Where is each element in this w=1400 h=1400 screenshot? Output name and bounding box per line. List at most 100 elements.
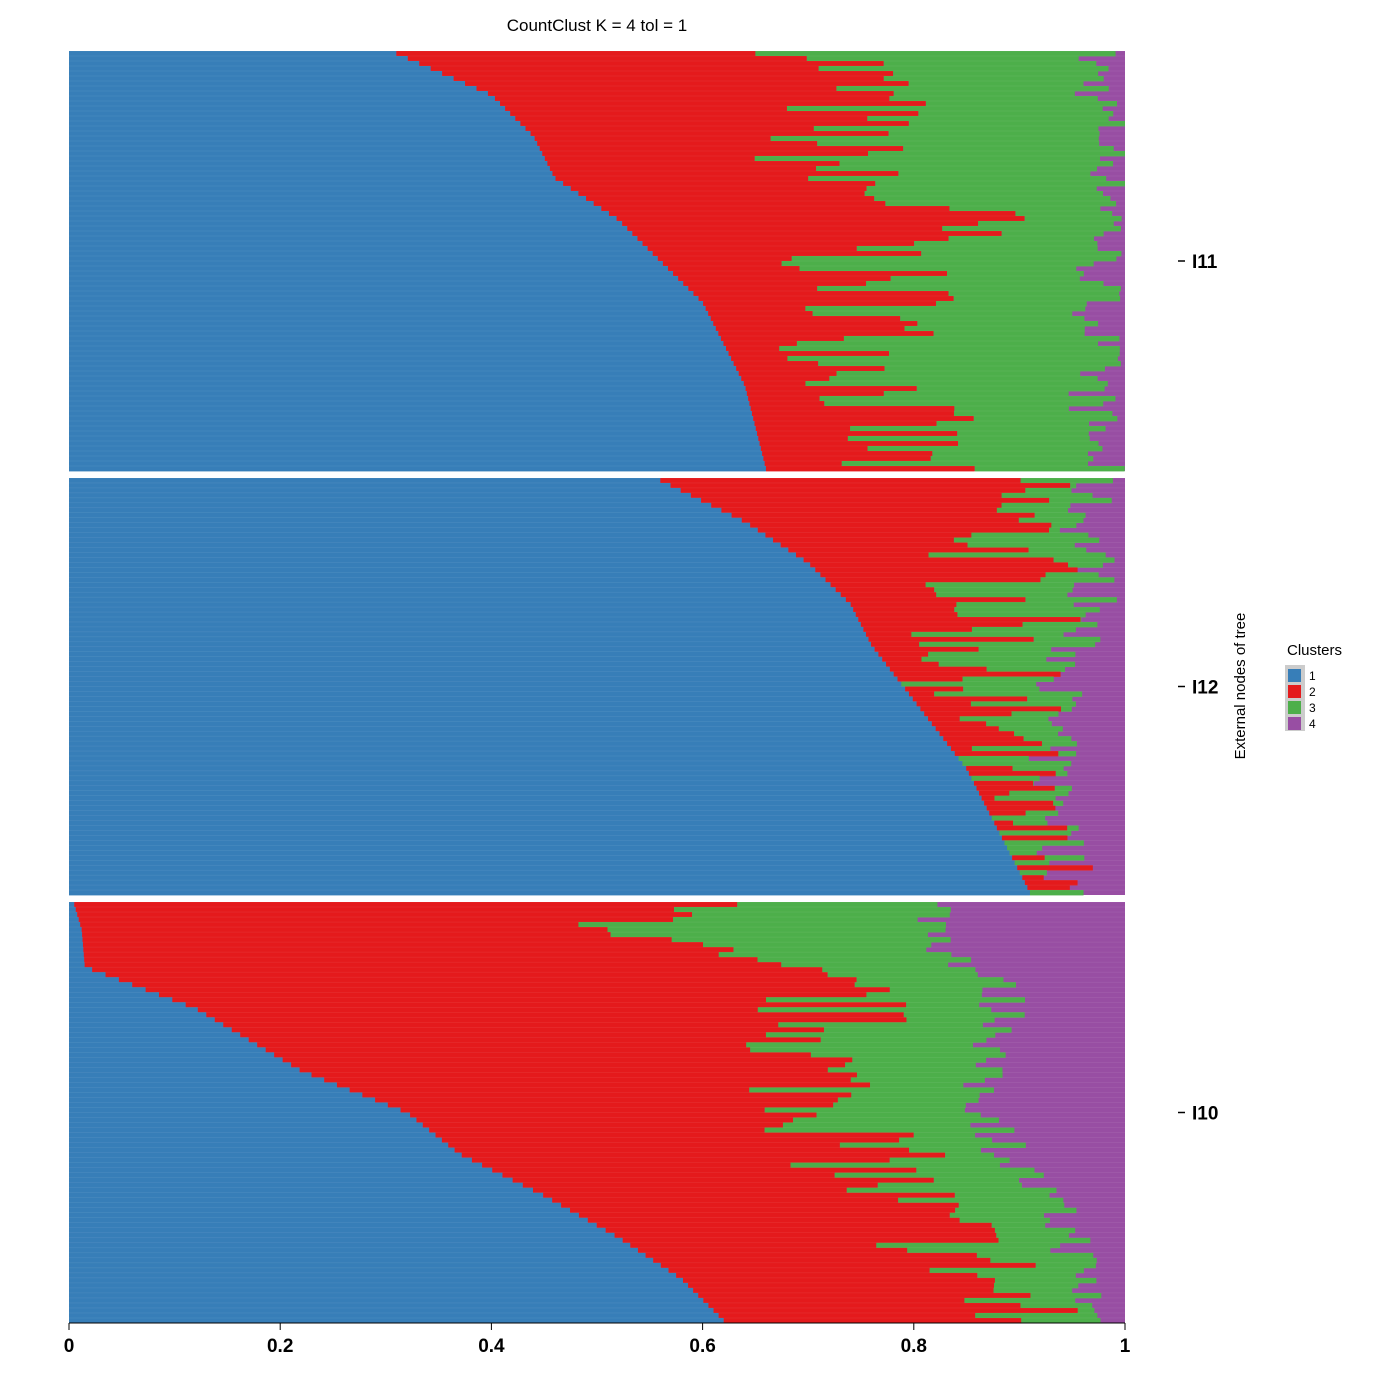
bar-segment-cluster-1: [69, 251, 653, 257]
bar-row: [69, 716, 1125, 722]
bar-segment-cluster-2: [510, 111, 919, 117]
x-tick-label: 0.4: [478, 1336, 505, 1357]
y-axis-label: External nodes of tree: [1232, 613, 1249, 760]
bar-segment-cluster-1: [69, 691, 909, 697]
bar-segment-cluster-3: [817, 286, 1121, 292]
bar-segment-cluster-1: [69, 982, 133, 988]
bar-segment-cluster-2: [324, 1077, 851, 1083]
bar-segment-cluster-2: [931, 721, 987, 727]
bar-segment-cluster-3: [970, 701, 1076, 707]
bar-segment-cluster-3: [703, 942, 932, 948]
bar-segment-cluster-3: [607, 927, 946, 933]
bar-segment-cluster-3: [837, 1097, 979, 1103]
bar-segment-cluster-3: [947, 271, 1084, 277]
bar-row: [69, 879, 1125, 886]
bar-segment-cluster-3: [953, 411, 1113, 417]
bar-row: [69, 991, 1125, 998]
bar-segment-cluster-2: [586, 196, 875, 202]
bar-segment-cluster-1: [69, 441, 760, 447]
bar-segment-cluster-3: [932, 451, 1088, 457]
bar-row: [69, 641, 1125, 648]
bar-segment-cluster-2: [533, 1187, 847, 1194]
bar-segment-cluster-3: [876, 1242, 1061, 1249]
bar-segment-cluster-1: [69, 487, 681, 494]
bar-segment-cluster-2: [82, 942, 704, 948]
bar-row: [69, 1177, 1125, 1184]
bar-segment-cluster-2: [544, 156, 755, 162]
bar-segment-cluster-3: [850, 1077, 985, 1083]
bar-segment-cluster-1: [69, 706, 921, 712]
bar-segment-cluster-1: [69, 101, 501, 107]
bar-segment-cluster-3: [1049, 497, 1112, 504]
bar-segment-cluster-3: [967, 542, 1075, 548]
bar-segment-cluster-2: [282, 1057, 853, 1063]
bar-segment-cluster-2: [441, 1137, 900, 1143]
bar-segment-cluster-3: [867, 116, 1109, 122]
bar-segment-cluster-1: [69, 602, 851, 608]
bar-segment-cluster-1: [69, 922, 81, 928]
bar-segment-cluster-2: [206, 1012, 904, 1018]
bar-segment-cluster-2: [676, 1272, 978, 1279]
bar-row: [69, 750, 1125, 757]
bar-segment-cluster-3: [610, 932, 928, 938]
bar-segment-cluster-2: [410, 1112, 817, 1118]
bar-segment-cluster-3: [903, 146, 1114, 152]
bar-segment-cluster-3: [906, 1017, 995, 1023]
bar-segment-cluster-3: [817, 141, 1100, 147]
bar-segment-cluster-1: [69, 855, 1013, 861]
bar-row: [69, 835, 1125, 841]
bar-segment-cluster-3: [1053, 557, 1115, 563]
bar-segment-cluster-1: [69, 567, 816, 573]
bar-row: [69, 487, 1125, 494]
bar-segment-cluster-3: [959, 716, 1049, 722]
bar-segment-cluster-2: [74, 902, 738, 908]
bar-segment-cluster-2: [530, 131, 889, 137]
bar-segment-cluster-3: [754, 156, 1100, 162]
bar-segment-cluster-3: [749, 1087, 994, 1093]
bar-segment-cluster-3: [1001, 231, 1104, 237]
bar-row: [69, 275, 1125, 282]
x-tick-label: 1: [1120, 1336, 1131, 1357]
bar-segment-cluster-2: [652, 251, 922, 257]
bar-segment-cluster-1: [69, 522, 751, 529]
bar-segment-cluster-1: [69, 656, 883, 663]
panel-i10: [69, 901, 1125, 1324]
bar-row: [69, 557, 1125, 563]
bar-row: [69, 1312, 1125, 1319]
bar-segment-cluster-1: [69, 592, 841, 598]
bar-segment-cluster-1: [69, 1022, 224, 1028]
bar-segment-cluster-1: [69, 582, 831, 588]
bar-row: [69, 105, 1125, 112]
bar-segment-cluster-1: [69, 301, 704, 307]
bar-segment-cluster-3: [1001, 492, 1093, 499]
bar-segment-cluster-1: [69, 1277, 684, 1284]
bar-segment-cluster-3: [786, 106, 1103, 112]
bar-segment-cluster-2: [905, 686, 964, 692]
bar-segment-cluster-3: [898, 171, 1091, 177]
bar-segment-cluster-3: [1018, 517, 1084, 524]
bar-segment-cluster-3: [976, 1252, 1094, 1259]
bar-segment-cluster-2: [878, 651, 929, 658]
bar-segment-cluster-3: [1012, 765, 1064, 772]
bar-segment-cluster-2: [231, 1027, 824, 1033]
legend-title: Clusters: [1287, 642, 1342, 659]
bar-segment-cluster-2: [981, 795, 995, 802]
bar-row: [69, 420, 1125, 427]
bar-segment-cluster-2: [745, 386, 917, 392]
bar-segment-cluster-2: [78, 917, 674, 923]
bar-segment-cluster-1: [69, 391, 747, 397]
bar-segment-cluster-1: [69, 381, 744, 387]
bar-segment-cluster-1: [69, 51, 397, 57]
bar-row: [69, 150, 1125, 157]
bar-segment-cluster-1: [69, 366, 737, 372]
bar-row: [69, 780, 1125, 787]
legend-swatch-2: [1288, 685, 1301, 698]
bar-segment-cluster-3: [898, 1197, 1064, 1204]
bar-segment-cluster-3: [925, 101, 1117, 107]
bar-row: [69, 210, 1125, 217]
bar-segment-cluster-3: [996, 1232, 1069, 1239]
bar-segment-cluster-1: [69, 1212, 579, 1219]
bar-segment-cluster-3: [870, 1082, 964, 1088]
bar-segment-cluster-1: [69, 636, 869, 643]
bar-row: [69, 775, 1125, 782]
